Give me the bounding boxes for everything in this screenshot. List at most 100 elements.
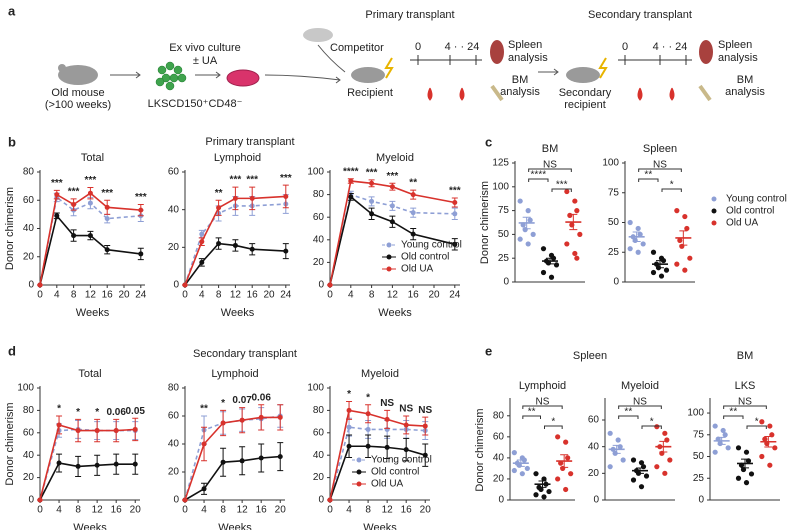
x-tick-label: 8 <box>71 290 77 301</box>
label: 0 <box>415 41 421 53</box>
comparison-bracket <box>528 178 549 182</box>
point <box>572 250 578 257</box>
point <box>533 492 539 498</box>
significance: * <box>650 417 654 428</box>
significance: *** <box>280 173 292 184</box>
comparison-bracket <box>528 168 572 172</box>
arrow <box>264 74 341 84</box>
significance: ** <box>409 178 417 189</box>
legend-label: Young control <box>371 455 432 466</box>
mouse-icon <box>58 64 66 72</box>
label: BM <box>512 74 529 86</box>
significance: 0.07 <box>232 395 252 406</box>
point <box>54 192 60 198</box>
label: 4 · · 24 <box>445 41 480 53</box>
legend-marker <box>711 220 717 226</box>
point <box>538 486 544 493</box>
y-tick-label: 100 <box>687 408 704 419</box>
significance: **** <box>343 166 359 177</box>
x-tick-label: 0 <box>37 505 43 516</box>
x-tick-label: 12 <box>85 290 97 301</box>
series-line <box>184 415 281 501</box>
y-tick-label: 50 <box>608 217 620 228</box>
y-tick-label: 40 <box>168 439 180 450</box>
y-tick-label: 80 <box>23 405 35 416</box>
x-tick-label: 8 <box>75 505 81 516</box>
error-bar <box>522 216 531 230</box>
x-tick-label: 20 <box>118 290 130 301</box>
significance: *** <box>387 171 399 182</box>
label: Secondary transplant <box>588 9 692 21</box>
significance: NS <box>380 398 394 409</box>
series-line <box>39 192 141 286</box>
point <box>564 188 570 195</box>
point <box>220 459 226 465</box>
point <box>216 205 222 211</box>
comparison-bracket <box>638 178 659 182</box>
point <box>37 497 43 503</box>
legend-marker <box>386 266 392 272</box>
label: ± UA <box>193 55 218 67</box>
y-tick-label: 20 <box>23 472 35 483</box>
point <box>452 211 458 217</box>
point <box>519 471 525 477</box>
point <box>346 443 352 449</box>
x-tick-label: 0 <box>37 290 43 301</box>
label: Spleen <box>508 39 542 51</box>
point <box>541 494 547 500</box>
point <box>635 225 641 232</box>
point <box>517 198 523 204</box>
y-tick-label: 20 <box>313 257 325 268</box>
y-tick-label: 20 <box>588 468 600 479</box>
series-line <box>39 462 136 501</box>
comparison-bracket <box>723 415 744 419</box>
label: analysis <box>500 86 540 98</box>
label: Recipient <box>347 87 393 99</box>
point <box>410 210 416 216</box>
point <box>384 416 390 422</box>
point <box>71 233 77 239</box>
significance: * <box>57 404 61 415</box>
label: recipient <box>564 99 606 111</box>
significance: ** <box>200 404 208 415</box>
point <box>113 461 119 467</box>
point <box>348 178 354 184</box>
x-tick-label: 8 <box>216 290 222 301</box>
point <box>403 447 409 453</box>
y-tick-label: 0 <box>503 277 509 288</box>
x-tick-label: 4 <box>54 290 60 301</box>
x-tick-label: 24 <box>449 290 461 301</box>
legend-marker <box>711 208 717 214</box>
x-tick-label: 20 <box>263 290 275 301</box>
point <box>239 458 245 464</box>
point <box>403 422 409 428</box>
point <box>635 249 641 255</box>
point <box>682 267 688 273</box>
significance: *** <box>230 175 242 186</box>
y-tick-label: 20 <box>168 242 180 253</box>
significance: * <box>95 407 99 418</box>
y-tick-label: 50 <box>498 229 510 240</box>
section-title: Primary transplant <box>205 136 294 148</box>
y-tick-label: 80 <box>168 383 180 394</box>
point <box>71 201 77 207</box>
x-axis-label: Weeks <box>363 522 397 530</box>
point <box>517 236 523 242</box>
error-bar <box>569 213 578 231</box>
point <box>712 449 718 455</box>
point <box>627 219 633 226</box>
point <box>249 246 255 252</box>
y-tick-label: 0 <box>318 495 324 506</box>
point <box>541 476 547 482</box>
point <box>249 195 255 201</box>
y-tick-label: 0 <box>28 280 34 291</box>
point <box>638 460 645 466</box>
point <box>410 231 416 237</box>
y-tick-label: 20 <box>313 472 325 483</box>
y-tick-label: 125 <box>492 158 509 169</box>
point <box>574 208 580 214</box>
x-tick-label: 12 <box>382 505 394 516</box>
error-bar <box>636 467 644 474</box>
x-tick-label: 16 <box>401 505 413 516</box>
